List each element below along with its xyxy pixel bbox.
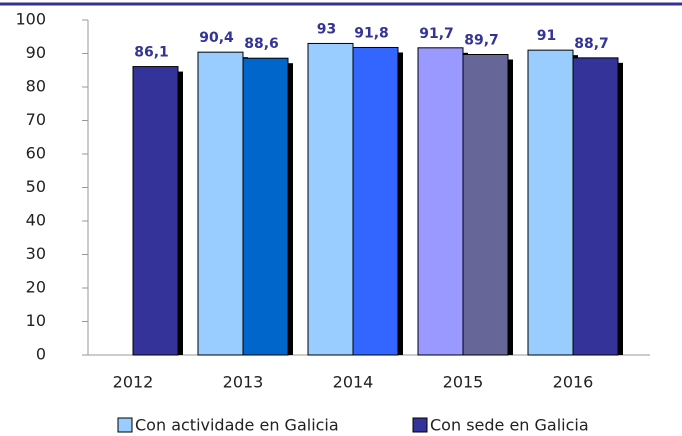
x-tick-label: 2012 — [113, 373, 154, 392]
x-tick-label: 2013 — [223, 373, 264, 392]
y-tick-label: 30 — [26, 244, 46, 263]
x-tick-label: 2014 — [333, 373, 374, 392]
legend-swatch — [117, 417, 133, 433]
bar — [462, 54, 509, 356]
y-tick-label: 100 — [15, 10, 46, 29]
value-label: 86,1 — [134, 45, 169, 61]
y-tick-label: 20 — [26, 278, 46, 297]
y-tick-label: 10 — [26, 311, 46, 330]
value-label: 88,7 — [574, 36, 609, 52]
legend-label: Con sede en Galicia — [430, 416, 589, 435]
legend-label: Con actividade en Galicia — [135, 416, 339, 435]
y-tick-label: 0 — [36, 345, 46, 364]
value-label: 91,8 — [354, 25, 389, 41]
y-tick-label: 60 — [26, 144, 46, 163]
bar — [197, 51, 244, 356]
legend-swatch — [412, 417, 428, 433]
x-tick-label: 2015 — [443, 373, 484, 392]
y-tick-label: 50 — [26, 177, 46, 196]
value-label: 91,7 — [419, 26, 454, 42]
y-tick-label: 80 — [26, 77, 46, 96]
bar — [527, 49, 574, 356]
value-label: 93 — [317, 21, 336, 37]
x-tick-label: 2016 — [553, 373, 594, 392]
y-tick-label: 40 — [26, 211, 46, 230]
y-tick-label: 90 — [26, 43, 46, 62]
value-label: 91 — [537, 28, 556, 44]
bar — [572, 57, 619, 356]
value-label: 90,4 — [199, 30, 234, 46]
y-tick-label: 70 — [26, 110, 46, 129]
bar — [417, 47, 464, 356]
value-label: 88,6 — [244, 36, 279, 52]
value-label: 89,7 — [464, 33, 499, 49]
bar — [307, 42, 354, 356]
bar — [352, 46, 399, 356]
bar — [132, 66, 179, 356]
bar — [242, 57, 289, 356]
